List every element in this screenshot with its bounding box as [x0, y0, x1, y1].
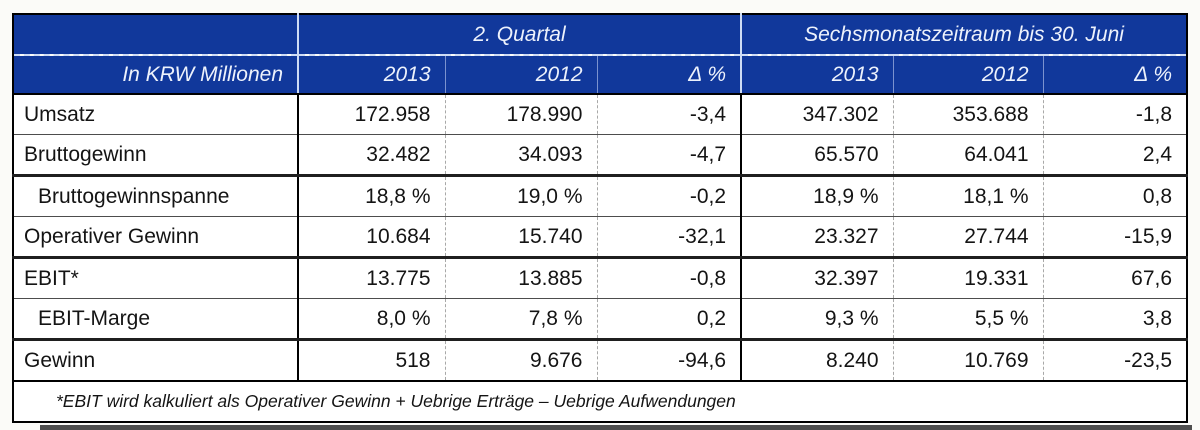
unit-label: In KRW Millionen [13, 55, 298, 95]
table-cell: 8,0 % [297, 298, 445, 341]
table-cell: -1,8 [1042, 94, 1188, 135]
table-cell: 34.093 [444, 134, 597, 177]
table-cell: 13.775 [297, 257, 445, 299]
row-label: EBIT-Marge [13, 298, 298, 341]
table-cell: -94,6 [596, 339, 742, 382]
financial-table-container: 2. Quartal Sechsmonatszeitraum bis 30. J… [12, 13, 1192, 430]
table-cell: 18,9 % [740, 175, 894, 217]
table-cell: 64.041 [892, 134, 1044, 177]
column-header-q2-2013: 2013 [297, 55, 445, 95]
table-cell: 13.885 [444, 257, 597, 299]
table-row-ebit-marge: EBIT-Marge 8,0 % 7,8 % 0,2 9,3 % 5,5 % 3… [13, 298, 1188, 341]
table-cell: 65.570 [740, 134, 894, 177]
table-cell: -0,2 [596, 175, 742, 217]
row-label: Operativer Gewinn [13, 216, 298, 259]
table-cell: 18,8 % [297, 175, 445, 217]
table-cell: 7,8 % [444, 298, 597, 341]
table-cell: 32.482 [297, 134, 445, 177]
table-cell: 2,4 [1042, 134, 1188, 177]
row-label: Bruttogewinnspanne [13, 175, 298, 217]
table-cell: -0,8 [596, 257, 742, 299]
table-row-bruttogewinn: Bruttogewinn 32.482 34.093 -4,7 65.570 6… [13, 134, 1188, 177]
table-cell: 27.744 [892, 216, 1044, 259]
table-cell: 10.684 [297, 216, 445, 259]
table-cell: 9.676 [444, 339, 597, 382]
table-cell: -4,7 [596, 134, 742, 177]
footnote: *EBIT wird kalkuliert als Operativer Gew… [13, 380, 1188, 422]
table-cell: 19,0 % [444, 175, 597, 217]
table-cell: 0,2 [596, 298, 742, 341]
table-cell: 8.240 [740, 339, 894, 382]
column-header-h1-2012: 2012 [892, 55, 1044, 95]
table-row-ebit: EBIT* 13.775 13.885 -0,8 32.397 19.331 6… [13, 257, 1188, 299]
table-shadow [40, 425, 1192, 430]
column-group-header-row: 2. Quartal Sechsmonatszeitraum bis 30. J… [13, 14, 1188, 56]
column-header-row: In KRW Millionen 2013 2012 Δ % 2013 2012… [13, 55, 1188, 95]
column-header-h1-delta: Δ % [1042, 55, 1188, 95]
row-label: EBIT* [13, 257, 298, 299]
table-cell: 178.990 [444, 94, 597, 135]
table-cell: 10.769 [892, 339, 1044, 382]
table-cell: 32.397 [740, 257, 894, 299]
table-cell: 5,5 % [892, 298, 1044, 341]
row-label: Bruttogewinn [13, 134, 298, 177]
table-row-umsatz: Umsatz 172.958 178.990 -3,4 347.302 353.… [13, 94, 1188, 135]
table-cell: -23,5 [1042, 339, 1188, 382]
table-cell: 15.740 [444, 216, 597, 259]
table-cell: 19.331 [892, 257, 1044, 299]
table-cell: 67,6 [1042, 257, 1188, 299]
row-label: Gewinn [13, 339, 298, 382]
column-header-q2-2012: 2012 [444, 55, 597, 95]
table-row-operativer-gewinn: Operativer Gewinn 10.684 15.740 -32,1 23… [13, 216, 1188, 259]
financial-table: 2. Quartal Sechsmonatszeitraum bis 30. J… [12, 13, 1189, 423]
table-cell: 353.688 [892, 94, 1044, 135]
table-cell: 3,8 [1042, 298, 1188, 341]
footnote-row: *EBIT wird kalkuliert als Operativer Gew… [13, 380, 1188, 422]
column-header-h1-2013: 2013 [740, 55, 894, 95]
table-cell: -3,4 [596, 94, 742, 135]
column-group-h1: Sechsmonatszeitraum bis 30. Juni [740, 14, 1188, 56]
table-cell: 18,1 % [892, 175, 1044, 217]
table-cell: 518 [297, 339, 445, 382]
table-cell: -32,1 [596, 216, 742, 259]
column-group-q2: 2. Quartal [296, 14, 742, 56]
table-cell: 23.327 [740, 216, 894, 259]
table-row-bruttogewinnspanne: Bruttogewinnspanne 18,8 % 19,0 % -0,2 18… [13, 175, 1188, 217]
table-cell: -15,9 [1042, 216, 1188, 259]
table-cell: 347.302 [740, 94, 894, 135]
column-header-q2-delta: Δ % [596, 55, 742, 95]
table-cell: 9,3 % [740, 298, 894, 341]
corner-cell [13, 14, 298, 56]
row-label: Umsatz [13, 94, 298, 135]
table-cell: 172.958 [297, 94, 445, 135]
table-row-gewinn: Gewinn 518 9.676 -94,6 8.240 10.769 -23,… [13, 339, 1188, 382]
page: { "chart_data": { "type": "table", "unit… [12, 13, 1192, 430]
table-cell: 0,8 [1042, 175, 1188, 217]
